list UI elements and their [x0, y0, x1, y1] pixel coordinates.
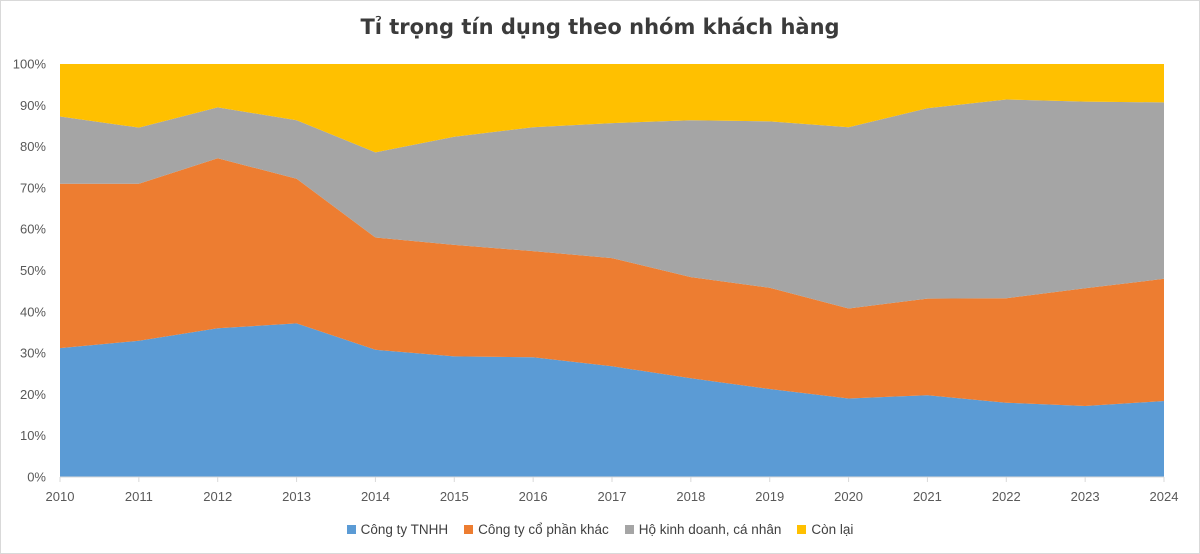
x-tick-label: 2014	[361, 489, 390, 504]
legend-label: Công ty TNHH	[360, 522, 449, 537]
legend-item: Công ty cổ phần khác	[464, 522, 609, 537]
y-tick-label: 50%	[20, 263, 46, 278]
legend-label: Còn lại	[811, 522, 854, 537]
y-tick-label: 80%	[20, 139, 46, 154]
y-tick-label: 60%	[20, 222, 46, 237]
y-tick-label: 30%	[20, 346, 46, 361]
legend-item: Công ty TNHH	[346, 522, 449, 537]
y-tick-label: 20%	[20, 387, 46, 402]
x-tick-label: 2016	[519, 489, 548, 504]
x-tick-label: 2021	[913, 489, 942, 504]
x-tick-label: 2013	[282, 489, 311, 504]
chart-title: Tỉ trọng tín dụng theo nhóm khách hàng	[360, 15, 840, 39]
x-tick-label: 2017	[598, 489, 627, 504]
area-series-2	[60, 158, 1164, 406]
area-series-1	[60, 323, 1164, 477]
x-tick-label: 2020	[834, 489, 863, 504]
x-tick-label: 2023	[1071, 489, 1100, 504]
x-tick-label: 2010	[46, 489, 75, 504]
x-tick-label: 2015	[440, 489, 469, 504]
x-tick-label: 2012	[203, 489, 232, 504]
legend-item: Hộ kinh doanh, cá nhân	[624, 522, 782, 537]
legend-item: Còn lại	[797, 522, 853, 537]
legend-swatch	[464, 525, 474, 534]
x-tick-label: 2024	[1150, 489, 1179, 504]
y-tick-label: 100%	[13, 57, 47, 72]
chart-legend: Công ty TNHH Công ty cổ phần khác Hộ kinh …	[1, 522, 1199, 537]
x-tick-label: 2022	[992, 489, 1021, 504]
y-tick-label: 90%	[20, 98, 46, 113]
area-series-3	[60, 99, 1164, 309]
legend-swatch	[346, 525, 356, 534]
x-tick-label: 2018	[676, 489, 705, 504]
legend-swatch	[797, 525, 807, 534]
y-tick-label: 40%	[20, 304, 46, 319]
y-tick-label: 0%	[27, 470, 46, 485]
legend-swatch	[624, 525, 634, 534]
legend-label: Công ty cổ phần khác	[478, 522, 609, 537]
legend-label: Hộ kinh doanh, cá nhân	[638, 522, 782, 537]
x-tick-label: 2019	[755, 489, 784, 504]
area-series-4	[60, 64, 1164, 153]
y-tick-label: 10%	[20, 428, 46, 443]
x-tick-label: 2011	[125, 489, 153, 504]
y-tick-label: 70%	[20, 180, 46, 195]
